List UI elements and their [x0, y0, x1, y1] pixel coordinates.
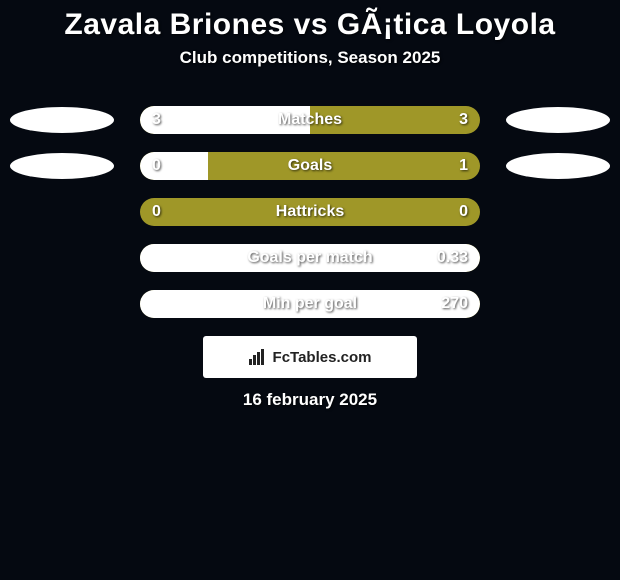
brand-text: FcTables.com [273, 349, 372, 366]
vs-text: vs [294, 8, 328, 41]
stat-value-right: 270 [441, 295, 468, 313]
stat-row: 0 Goals 1 [0, 152, 620, 180]
chart-icon [249, 349, 267, 365]
stat-row: 3 Matches 3 [0, 106, 620, 134]
player2-name: GÃ¡tica Loyola [337, 8, 556, 41]
marker-placeholder [10, 291, 114, 317]
stat-value-right: 0.33 [437, 249, 468, 267]
stat-row: Min per goal 270 [0, 290, 620, 318]
footer-date: 16 february 2025 [0, 390, 620, 410]
stat-label: Min per goal [263, 295, 357, 313]
stat-label: Matches [278, 111, 342, 129]
player1-name: Zavala Briones [64, 8, 284, 41]
stat-bar: 0 Goals 1 [140, 152, 480, 180]
stat-bar: Min per goal 270 [140, 290, 480, 318]
bar-fill-left [140, 152, 208, 180]
stat-value-left: 0 [152, 157, 161, 175]
stat-value-left: 0 [152, 203, 161, 221]
stat-label: Goals per match [247, 249, 372, 267]
stat-value-left: 3 [152, 111, 161, 129]
comparison-title: Zavala Briones vs GÃ¡tica Loyola [0, 8, 620, 42]
stat-label: Goals [288, 157, 332, 175]
stat-row: Goals per match 0.33 [0, 244, 620, 272]
stat-value-right: 0 [459, 203, 468, 221]
stat-row: 0 Hattricks 0 [0, 198, 620, 226]
stat-value-right: 3 [459, 111, 468, 129]
brand-badge[interactable]: FcTables.com [203, 336, 417, 378]
marker-placeholder [506, 245, 610, 271]
marker-placeholder [506, 291, 610, 317]
marker-placeholder [10, 245, 114, 271]
stats-section: 3 Matches 3 0 Goals 1 0 Hattricks 0 Goals per mat… [0, 106, 620, 318]
player2-marker [506, 107, 610, 133]
stat-bar: 0 Hattricks 0 [140, 198, 480, 226]
stat-label: Hattricks [276, 203, 344, 221]
subtitle: Club competitions, Season 2025 [0, 48, 620, 68]
marker-placeholder [506, 199, 610, 225]
marker-placeholder [10, 199, 114, 225]
stat-bar: 3 Matches 3 [140, 106, 480, 134]
player2-marker [506, 153, 610, 179]
stat-bar: Goals per match 0.33 [140, 244, 480, 272]
player1-marker [10, 107, 114, 133]
stat-value-right: 1 [459, 157, 468, 175]
player1-marker [10, 153, 114, 179]
